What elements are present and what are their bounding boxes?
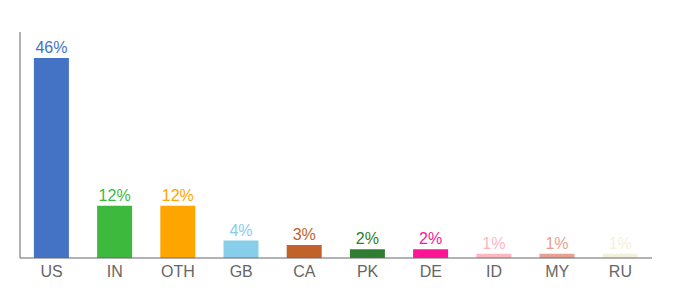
svg-text:12%: 12% — [99, 187, 131, 204]
svg-text:CA: CA — [293, 263, 316, 280]
svg-text:1%: 1% — [482, 235, 505, 252]
svg-text:US: US — [40, 263, 62, 280]
svg-text:4%: 4% — [229, 222, 252, 239]
svg-text:DE: DE — [420, 263, 442, 280]
svg-text:RU: RU — [609, 263, 632, 280]
svg-text:OTH: OTH — [161, 263, 195, 280]
svg-text:MY: MY — [545, 263, 569, 280]
svg-text:1%: 1% — [609, 235, 632, 252]
svg-text:2%: 2% — [356, 230, 379, 247]
svg-text:PK: PK — [357, 263, 379, 280]
svg-text:IN: IN — [107, 263, 123, 280]
svg-text:1%: 1% — [545, 235, 568, 252]
svg-text:3%: 3% — [293, 226, 316, 243]
svg-text:ID: ID — [486, 263, 502, 280]
svg-text:12%: 12% — [162, 187, 194, 204]
svg-text:GB: GB — [230, 263, 253, 280]
svg-text:46%: 46% — [35, 39, 67, 56]
svg-text:2%: 2% — [419, 230, 442, 247]
